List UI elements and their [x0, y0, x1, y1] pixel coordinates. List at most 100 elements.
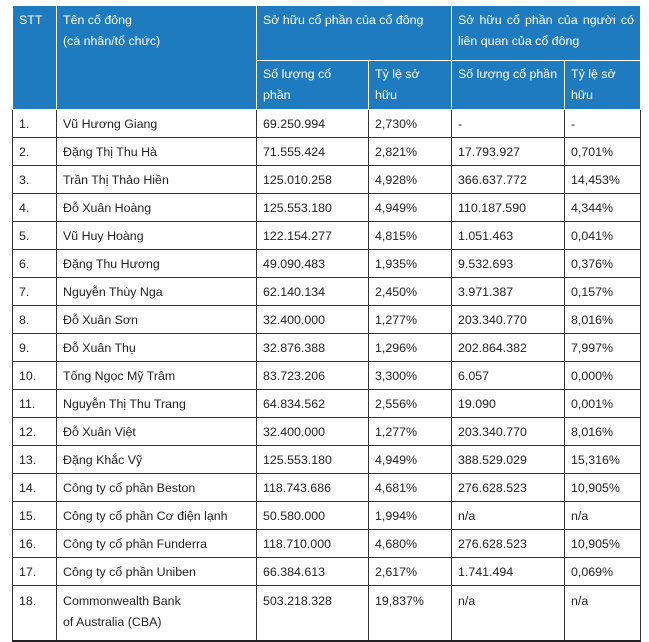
cell-name: Đặng Thị Thu Hà	[56, 137, 257, 166]
cell-name: Nguyễn Thùy Nga	[56, 277, 257, 306]
table-row: 7. Nguyễn Thùy Nga 62.140.134 2,450% 3.9…	[12, 277, 642, 306]
cell-stt: 15.	[12, 501, 57, 530]
cell-own-quantity: 50.580.000	[256, 501, 369, 530]
cell-related-percent: -	[563, 109, 642, 138]
table-row: 6. Đặng Thu Hương 49.090.483 1,935% 9.53…	[12, 249, 642, 278]
cell-name: Đỗ Xuân Sơn	[56, 305, 257, 334]
cell-own-percent: 4,680%	[368, 529, 452, 558]
cell-name: Đỗ Xuân Việt	[56, 417, 257, 446]
cell-own-quantity: 83.723.206	[256, 361, 369, 390]
cell-own-quantity: 32.876.388	[256, 333, 369, 362]
table-row: 3. Trần Thị Thảo Hiền 125.010.258 4,928%…	[12, 165, 642, 194]
cell-related-quantity: 203.340.770	[451, 417, 565, 446]
table-row: 18. Commonwealth Bank of Australia (CBA)…	[12, 585, 642, 642]
cell-own-percent: 2,556%	[368, 389, 452, 418]
cell-own-percent: 1,277%	[368, 417, 452, 446]
table-row: 8. Đỗ Xuân Sơn 32.400.000 1,277% 203.340…	[12, 305, 642, 334]
table-body: 1. Vũ Hương Giang 69.250.994 2,730% - - …	[12, 109, 642, 642]
cell-own-quantity: 122.154.277	[256, 221, 369, 250]
cell-related-quantity: 276.628.523	[451, 529, 565, 558]
cell-stt: 6.	[12, 249, 57, 278]
cell-related-quantity: -	[451, 109, 565, 138]
cell-own-quantity: 125.010.258	[256, 165, 369, 194]
cell-related-percent: 0,376%	[563, 249, 642, 278]
cell-related-percent: 0,069%	[563, 557, 642, 586]
cell-own-quantity: 32.400.000	[256, 417, 369, 446]
table-row: 12. Đỗ Xuân Việt 32.400.000 1,277% 203.3…	[12, 417, 642, 446]
cell-own-quantity: 69.250.994	[256, 109, 369, 138]
cell-stt: 14.	[12, 473, 57, 502]
cell-own-percent: 4,949%	[368, 193, 452, 222]
table-row: 5. Vũ Huy Hoàng 122.154.277 4,815% 1.051…	[12, 221, 642, 250]
cell-own-percent: 4,949%	[368, 445, 452, 474]
cell-own-percent: 2,730%	[368, 109, 452, 138]
cell-related-quantity: 9.532.693	[451, 249, 565, 278]
cell-own-percent: 1,935%	[368, 249, 452, 278]
cell-related-quantity: 388.529.029	[451, 445, 565, 474]
table-row: 4. Đỗ Xuân Hoàng 125.553.180 4,949% 110.…	[12, 193, 642, 222]
cell-related-quantity: 1.741.494	[451, 557, 565, 586]
cell-related-quantity: 203.340.770	[451, 305, 565, 334]
header-shareholder-name: Tên cổ đông (cá nhân/tổ chức)	[56, 5, 257, 110]
cell-name: Nguyễn Thị Thu Trang	[56, 389, 257, 418]
cell-stt: 11.	[12, 389, 57, 418]
cell-related-percent: 0,041%	[563, 221, 642, 250]
cell-stt: 17.	[12, 557, 57, 586]
cell-stt: 5.	[12, 221, 57, 250]
cell-own-percent: 4,681%	[368, 473, 452, 502]
table-row: 13. Đặng Khắc Vỹ 125.553.180 4,949% 388.…	[12, 445, 642, 474]
cell-own-quantity: 503.218.328	[256, 585, 369, 642]
cell-name: Đặng Khắc Vỹ	[56, 445, 257, 474]
table-row: 15. Công ty cổ phần Cơ điện lạnh 50.580.…	[12, 501, 642, 530]
header-name-line1: Tên cổ đông	[63, 13, 132, 27]
cell-name: Đỗ Xuân Thụ	[56, 333, 257, 362]
header-own-percent: Tỷ lệ sở hữu	[368, 60, 452, 110]
cell-related-percent: 0,157%	[563, 277, 642, 306]
cell-related-percent: 10,905%	[563, 473, 642, 502]
cell-stt: 12.	[12, 417, 57, 446]
cell-related-quantity: 19.090	[451, 389, 565, 418]
header-related-percent: Tỷ lệ sở hữu	[563, 60, 642, 110]
cell-name: Trần Thị Thảo Hiền	[56, 165, 257, 194]
cell-own-percent: 1,277%	[368, 305, 452, 334]
cell-related-quantity: 110.187.590	[451, 193, 565, 222]
cell-related-quantity: 1.051.463	[451, 221, 565, 250]
cell-own-quantity: 118.710.000	[256, 529, 369, 558]
cell-name: Vũ Hương Giang	[56, 109, 257, 138]
cell-own-quantity: 125.553.180	[256, 193, 369, 222]
cell-related-quantity: 3.971.387	[451, 277, 565, 306]
cell-own-quantity: 71.555.424	[256, 137, 369, 166]
cell-related-quantity: 202.864.382	[451, 333, 565, 362]
cell-related-percent: 4,344%	[563, 193, 642, 222]
cell-related-percent: 14,453%	[563, 165, 642, 194]
cell-own-percent: 2,821%	[368, 137, 452, 166]
cell-related-percent: 15,316%	[563, 445, 642, 474]
table-row: 10. Tống Ngọc Mỹ Trâm 83.723.206 3,300% …	[12, 361, 642, 390]
shareholder-table-container: STT Tên cổ đông (cá nhân/tổ chức) Sở hữu…	[12, 5, 642, 642]
cell-own-quantity: 66.384.613	[256, 557, 369, 586]
cell-name-line2: of Australia (CBA)	[63, 615, 162, 629]
cell-own-quantity: 49.090.483	[256, 249, 369, 278]
cell-related-percent: 8,016%	[563, 417, 642, 446]
cell-related-percent: 0,001%	[563, 389, 642, 418]
cell-own-quantity: 125.553.180	[256, 445, 369, 474]
cell-name: Công ty cổ phần Cơ điện lạnh	[56, 501, 257, 530]
cell-related-percent: 0,701%	[563, 137, 642, 166]
cell-related-percent: 8,016%	[563, 305, 642, 334]
table-row: 16. Công ty cổ phần Funderra 118.710.000…	[12, 529, 642, 558]
header-stt: STT	[12, 5, 57, 110]
table-row: 17. Công ty cổ phần Uniben 66.384.613 2,…	[12, 557, 642, 586]
cell-name: Công ty cổ phần Funderra	[56, 529, 257, 558]
cell-related-quantity: 276.628.523	[451, 473, 565, 502]
header-related-quantity: Số lượng cổ phần	[451, 60, 565, 110]
cell-name: Công ty cổ phần Beston	[56, 473, 257, 502]
cell-own-percent: 4,815%	[368, 221, 452, 250]
cell-own-percent: 2,450%	[368, 277, 452, 306]
cell-own-percent: 3,300%	[368, 361, 452, 390]
cell-stt: 9.	[12, 333, 57, 362]
table-row: 1. Vũ Hương Giang 69.250.994 2,730% - -	[12, 109, 642, 138]
cell-stt: 16.	[12, 529, 57, 558]
cell-stt: 2.	[12, 137, 57, 166]
cell-related-percent: 7,997%	[563, 333, 642, 362]
cell-own-percent: 4,928%	[368, 165, 452, 194]
